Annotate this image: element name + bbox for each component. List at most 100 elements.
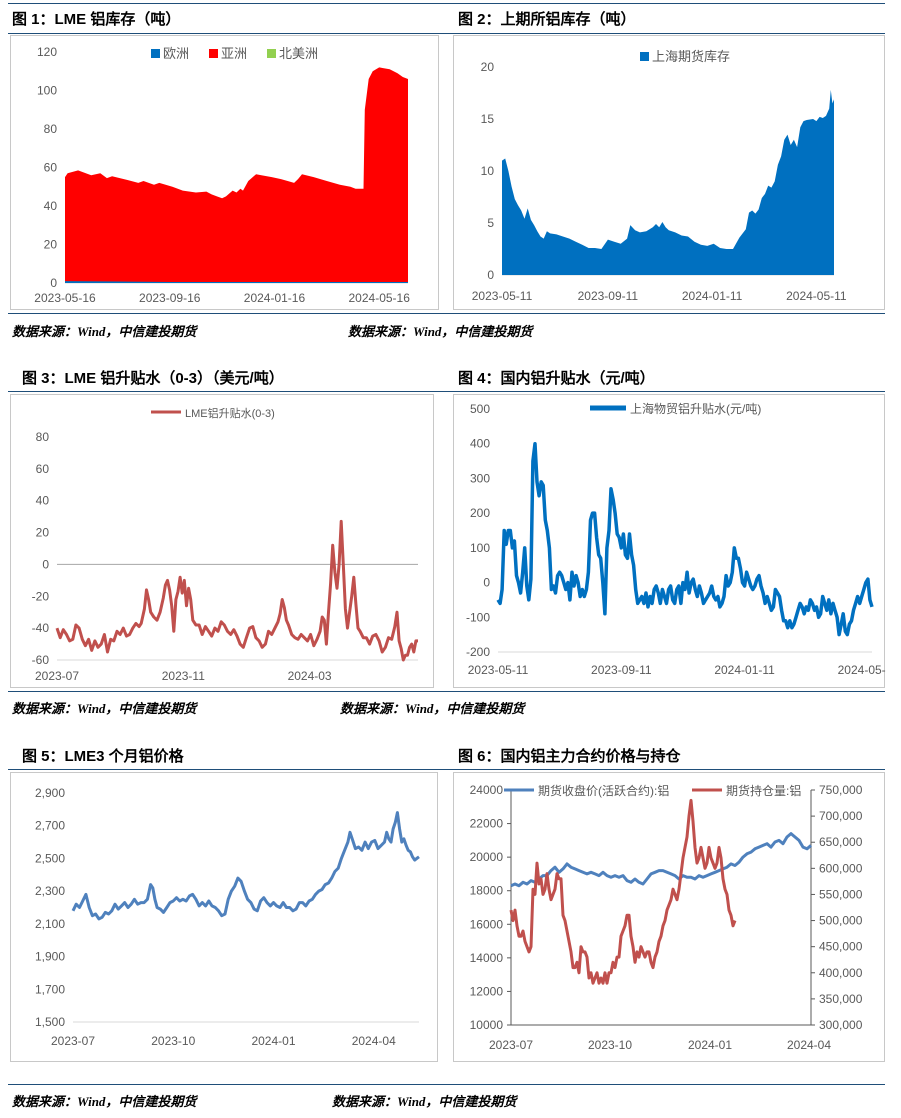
series-line-期货收盘价(活跃合约):铝 bbox=[510, 832, 812, 888]
x-tick-label: 2023-07 bbox=[489, 1038, 533, 1052]
y-tick-label: 300 bbox=[470, 471, 490, 485]
y2-tick-label: 300,000 bbox=[819, 1018, 863, 1032]
x-tick-label: 2024-01-11 bbox=[714, 663, 775, 677]
series-line-0 bbox=[71, 811, 420, 921]
chart4-svg: -200 -100 0 100 200 300 400 500 2023-05-11 2023-0… bbox=[466, 401, 886, 677]
chart1-title: 图 1：LME 铝库存（吨） bbox=[12, 11, 181, 28]
chart4-title: 图 4：国内铝升贴水（元/吨） bbox=[458, 370, 655, 387]
x-tick-label: 2024-05-11 bbox=[838, 663, 886, 677]
y-tick-label: 2,500 bbox=[35, 851, 65, 865]
y-tick-label: 60 bbox=[44, 161, 58, 175]
y-tick-label: 60 bbox=[36, 462, 50, 476]
y-tick-label: -200 bbox=[466, 645, 490, 659]
source-note-6: 数据来源：Wind，中信建投期货 bbox=[332, 1094, 517, 1109]
y2-tick-label: 450,000 bbox=[819, 940, 863, 954]
x-tick-label: 2024-03 bbox=[288, 669, 332, 683]
y2-tick-label: 500,000 bbox=[819, 914, 863, 928]
y-tick-label: 1,500 bbox=[35, 1015, 65, 1029]
y-tick-label: -20 bbox=[32, 589, 50, 603]
x-tick-label: 2024-05-11 bbox=[786, 289, 847, 303]
legend-label: 欧洲 bbox=[163, 46, 189, 61]
y-tick-label: -60 bbox=[32, 653, 50, 667]
series-line-期货持仓量:铝 bbox=[509, 798, 737, 985]
chart4-panel: -200 -100 0 100 200 300 400 500 2023-05-11 2023-0… bbox=[453, 394, 886, 688]
y2-tick-label: 700,000 bbox=[819, 809, 863, 823]
series-line-上海物贸铝升贴水(元/吨) bbox=[496, 441, 874, 637]
x-tick-label: 2023-07 bbox=[51, 1034, 95, 1048]
legend-label: 亚洲 bbox=[221, 46, 247, 61]
y-tick-label: 80 bbox=[36, 430, 50, 444]
x-tick-label: 2023-05-11 bbox=[472, 289, 533, 303]
y2-tick-label: 350,000 bbox=[819, 992, 863, 1006]
source-note-2: 数据来源：Wind，中信建投期货 bbox=[348, 324, 533, 339]
source-note-1: 数据来源：Wind，中信建投期货 bbox=[12, 324, 197, 339]
x-tick-label: 2023-09-11 bbox=[591, 663, 652, 677]
rule-row1 bbox=[8, 33, 885, 34]
x-tick-label: 2024-01 bbox=[251, 1034, 295, 1048]
source-note-4: 数据来源：Wind，中信建投期货 bbox=[340, 701, 525, 716]
y-tick-label: 20000 bbox=[470, 850, 504, 864]
y-tick-label: 5 bbox=[487, 216, 494, 230]
x-tick-label: 2024-05-16 bbox=[349, 291, 411, 305]
rule-source2 bbox=[8, 691, 885, 692]
y-tick-label: 1,900 bbox=[35, 950, 65, 964]
y-tick-label: 2,300 bbox=[35, 884, 65, 898]
y-tick-label: 12000 bbox=[470, 984, 504, 998]
chart2-title: 图 2：上期所铝库存（吨） bbox=[458, 11, 636, 28]
x-tick-label: 2023-05-11 bbox=[468, 663, 529, 677]
chart2-panel: 0 5 10 15 20 2023-05-11 2023-09-11 2024-01-11 20… bbox=[453, 35, 885, 310]
y-tick-label: 120 bbox=[37, 45, 57, 59]
y-tick-label: -40 bbox=[32, 621, 50, 635]
chart5-svg: 1,500 1,700 1,900 2,100 2,300 2,500 2,700 2,900… bbox=[35, 786, 420, 1048]
y-tick-label: 10000 bbox=[470, 1018, 504, 1032]
chart3-panel: -60 -40 -20 0 20 40 60 80 2023-07 2023-11 2024-03 L… bbox=[10, 394, 434, 688]
y-tick-label: 100 bbox=[470, 541, 490, 555]
legend-label: 上海期货库存 bbox=[652, 49, 730, 64]
y2-tick-label: 750,000 bbox=[819, 783, 863, 797]
chart3-title: 图 3：LME 铝升贴水（0-3）（美元/吨） bbox=[22, 370, 284, 387]
rule-source3 bbox=[8, 1084, 885, 1085]
y-tick-label: 500 bbox=[470, 402, 490, 416]
y2-tick-label: 550,000 bbox=[819, 887, 863, 901]
y-tick-label: 2,700 bbox=[35, 819, 65, 833]
x-tick-label: 2024-01-16 bbox=[244, 291, 306, 305]
rule-row2 bbox=[8, 391, 885, 392]
y-tick-label: 14000 bbox=[470, 951, 504, 965]
y-tick-label: 80 bbox=[44, 122, 58, 136]
y-tick-label: 2,100 bbox=[35, 917, 65, 931]
x-tick-label: 2023-10 bbox=[151, 1034, 195, 1048]
chart6-title: 图 6：国内铝主力合约价格与持仓 bbox=[458, 748, 681, 765]
chart1-panel: 0 20 40 60 80 100 120 2023-05-16 2023-09-16 2024-… bbox=[10, 35, 439, 310]
chart3-svg: -60 -40 -20 0 20 40 60 80 2023-07 2023-11 2024-03 L… bbox=[32, 406, 418, 683]
y-tick-label: 10 bbox=[481, 164, 495, 178]
legend-swatch bbox=[640, 52, 649, 61]
legend-label: 期货收盘价(活跃合约):铝 bbox=[538, 783, 669, 798]
legend-label: 上海物贸铝升贴水(元/吨) bbox=[630, 401, 761, 416]
y-tick-label: -100 bbox=[466, 610, 490, 624]
chart2-svg: 0 5 10 15 20 2023-05-11 2023-09-11 2024-01-11 20… bbox=[472, 49, 847, 303]
y-tick-label: 24000 bbox=[470, 783, 504, 797]
x-tick-label: 2023-07 bbox=[35, 669, 79, 683]
rule-source1 bbox=[8, 313, 885, 314]
y-tick-label: 0 bbox=[42, 557, 49, 571]
chart5-panel: 1,500 1,700 1,900 2,100 2,300 2,500 2,700 2,900… bbox=[10, 772, 438, 1062]
chart6-panel: 10000 12000 14000 16000 18000 20000 22000 24000… bbox=[453, 772, 885, 1062]
legend-swatch bbox=[209, 49, 218, 58]
y-tick-label: 1,700 bbox=[35, 982, 65, 996]
y-tick-label: 200 bbox=[470, 506, 490, 520]
rule-row3 bbox=[8, 769, 885, 770]
y-tick-label: 20 bbox=[481, 60, 495, 74]
x-tick-label: 2024-01 bbox=[688, 1038, 732, 1052]
series-area-上海期货库存 bbox=[502, 89, 834, 276]
y-tick-label: 15 bbox=[481, 112, 495, 126]
y-tick-label: 20 bbox=[36, 526, 50, 540]
y2-tick-label: 400,000 bbox=[819, 966, 863, 980]
legend-swatch bbox=[151, 49, 160, 58]
y-tick-label: 40 bbox=[36, 494, 50, 508]
x-tick-label: 2024-04 bbox=[787, 1038, 831, 1052]
legend-label: 期货持仓量:铝 bbox=[726, 783, 801, 798]
source-note-5: 数据来源：Wind，中信建投期货 bbox=[12, 1094, 197, 1109]
y-tick-label: 40 bbox=[44, 199, 58, 213]
y-tick-label: 0 bbox=[50, 276, 57, 290]
y2-tick-label: 650,000 bbox=[819, 835, 863, 849]
